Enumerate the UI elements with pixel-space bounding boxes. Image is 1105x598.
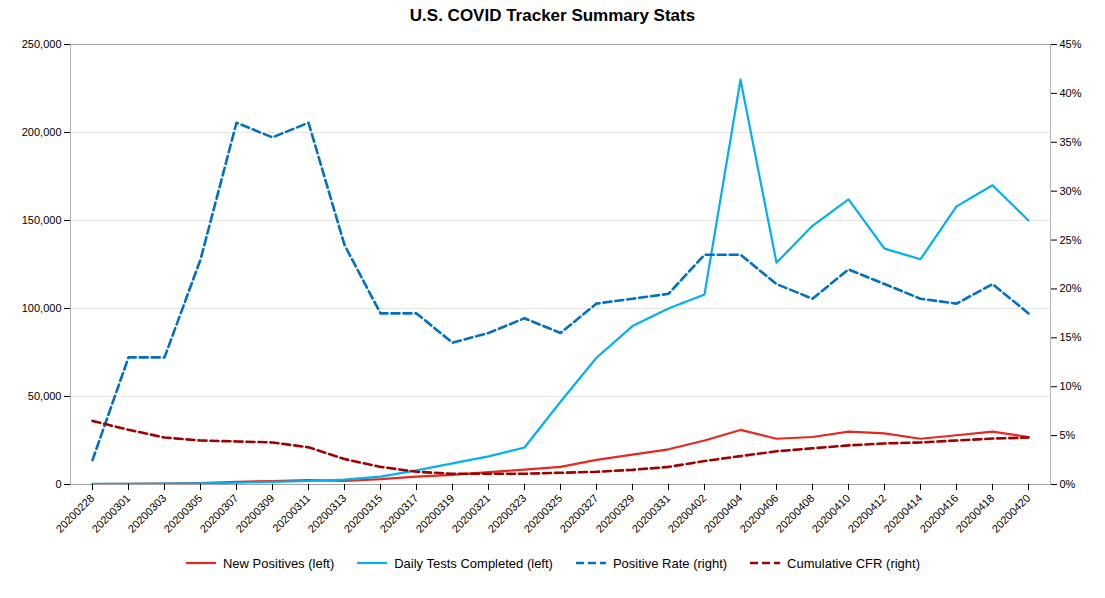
svg-text:20200303: 20200303 — [125, 491, 169, 535]
svg-text:20200311: 20200311 — [269, 491, 313, 535]
html-text:New Positives (left): New Positives (left) — [223, 555, 335, 571]
svg-text:15%: 15% — [1060, 331, 1082, 343]
svg-text:20200410: 20200410 — [809, 491, 853, 535]
svg-text:20200420: 20200420 — [989, 492, 1032, 535]
svg-text:100,000: 100,000 — [22, 302, 62, 314]
svg-text:20200402: 20200402 — [665, 491, 709, 535]
svg-text:250,000: 250,000 — [22, 38, 62, 50]
svg-text:20200325: 20200325 — [521, 491, 565, 535]
svg-text:20200414: 20200414 — [881, 491, 925, 535]
svg-text:20200313: 20200313 — [305, 491, 349, 535]
html-text:U.S. COVID Tracker Summary Sta: U.S. COVID Tracker Summary Stats — [409, 6, 696, 25]
svg-text:10%: 10% — [1060, 380, 1082, 392]
html-text:Positive Rate (right): Positive Rate (right) — [612, 555, 728, 571]
svg-text:30%: 30% — [1060, 185, 1082, 197]
svg-text:35%: 35% — [1060, 136, 1082, 148]
svg-text:150,000: 150,000 — [22, 214, 62, 226]
svg-text:45%: 45% — [1060, 38, 1082, 50]
svg-text:20200319: 20200319 — [413, 491, 457, 535]
svg-text:20200418: 20200418 — [953, 491, 997, 535]
svg-text:20200331: 20200331 — [629, 491, 673, 535]
svg-text:20200228: 20200228 — [53, 491, 97, 535]
svg-text:20200416: 20200416 — [917, 491, 961, 535]
svg-text:20200404: 20200404 — [701, 491, 745, 535]
html-text:Daily Tests Completed (left): Daily Tests Completed (left) — [394, 555, 553, 571]
svg-text:0%: 0% — [1060, 478, 1076, 490]
svg-text:20200305: 20200305 — [161, 491, 205, 535]
svg-text:20200412: 20200412 — [845, 491, 889, 535]
svg-text:20200329: 20200329 — [593, 491, 637, 535]
svg-text:40%: 40% — [1060, 87, 1082, 99]
svg-text:20200323: 20200323 — [485, 491, 529, 535]
html-text:Cumulative CFR (right): Cumulative CFR (right) — [787, 555, 920, 571]
svg-text:20200327: 20200327 — [557, 491, 601, 535]
svg-text:20200301: 20200301 — [89, 491, 133, 535]
svg-text:25%: 25% — [1060, 234, 1082, 246]
svg-text:20200321: 20200321 — [449, 491, 493, 535]
svg-text:20200307: 20200307 — [197, 491, 241, 535]
svg-text:20200406: 20200406 — [737, 491, 781, 535]
svg-text:20200317: 20200317 — [377, 491, 421, 535]
svg-text:20200315: 20200315 — [341, 491, 385, 535]
svg-text:20200309: 20200309 — [233, 492, 276, 535]
svg-text:0: 0 — [55, 478, 61, 490]
svg-text:50,000: 50,000 — [28, 390, 62, 402]
svg-text:20%: 20% — [1060, 282, 1082, 294]
svg-text:5%: 5% — [1060, 429, 1076, 441]
svg-text:20200408: 20200408 — [773, 491, 817, 535]
svg-text:200,000: 200,000 — [22, 126, 62, 138]
